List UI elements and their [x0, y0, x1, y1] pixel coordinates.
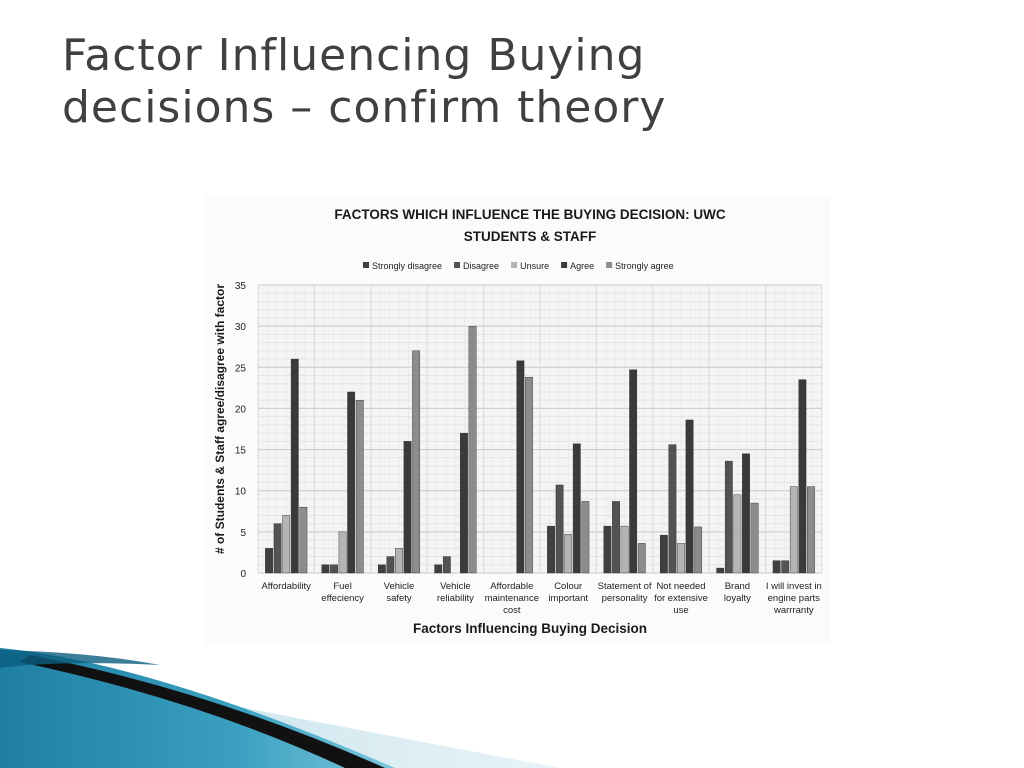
legend-swatch: [454, 262, 461, 268]
bar: [612, 501, 620, 574]
x-category-label: maintenance: [485, 593, 539, 604]
bar: [798, 379, 807, 574]
x-axis-title: Factors Influencing Buying Decision: [413, 621, 647, 636]
bar-chart: 0 5 10 15 20 25 30 35 Affordability Fueleffecienc…: [213, 207, 823, 636]
x-category-label: Brand: [725, 581, 750, 592]
bar: [338, 531, 347, 574]
bar: [525, 376, 533, 574]
x-category-label: Statement of: [598, 581, 652, 592]
x-category-label: for extensive: [654, 593, 708, 604]
chart-title: STUDENTS & STAFF: [464, 229, 597, 244]
legend-swatch: [363, 262, 369, 268]
bar: [265, 548, 273, 574]
bar: [677, 543, 685, 574]
bar: [564, 534, 573, 574]
legend-swatch: [561, 262, 568, 268]
bar: [620, 525, 629, 574]
x-category-label: Not needed: [656, 581, 705, 592]
bar: [403, 441, 412, 574]
x-category-label: engine parts: [768, 593, 821, 604]
bar: [659, 534, 668, 574]
y-tick-label: 30: [235, 322, 247, 333]
bar: [685, 419, 694, 574]
bar: [694, 526, 703, 574]
bar: [742, 453, 750, 574]
bar: [290, 358, 299, 574]
bar: [434, 564, 443, 574]
x-category-label: Vehicle: [440, 581, 471, 592]
bar: [395, 548, 403, 574]
bar: [637, 543, 646, 574]
bar: [516, 360, 525, 574]
bar: [321, 564, 330, 574]
legend-label: Strongly agree: [615, 261, 674, 271]
y-tick-label: 25: [235, 363, 247, 374]
bar: [581, 501, 590, 574]
bar: [442, 556, 451, 574]
y-tick-label: 10: [235, 487, 247, 498]
slide-title: Factor Influencing Buying decisions – co…: [62, 30, 667, 133]
x-category-label: Vehicle: [384, 581, 415, 592]
bar: [460, 432, 468, 574]
chart-panel: 0 5 10 15 20 25 30 35 Affordability Fuel effecienc…: [205, 195, 830, 645]
bar: [412, 350, 421, 574]
bar: [668, 444, 677, 574]
y-axis-title: # of Students & Staff agree/disagree wit…: [213, 284, 227, 554]
x-category-label: I will invest in: [766, 581, 822, 592]
legend-label: Strongly disagree: [372, 261, 442, 271]
bar: [273, 523, 282, 574]
x-category-label: reliability: [437, 593, 474, 604]
bar: [629, 369, 638, 574]
x-category-label: Affordability: [261, 581, 311, 592]
y-tick-label: 15: [235, 446, 247, 457]
x-category-label: personality: [602, 593, 648, 604]
bar: [750, 502, 759, 574]
legend-swatch: [511, 262, 518, 268]
legend-label: Unsure: [520, 261, 549, 271]
bar: [355, 399, 364, 574]
y-tick-label: 35: [235, 281, 247, 292]
bar: [347, 391, 356, 574]
bar: [603, 525, 612, 574]
bar: [572, 443, 581, 574]
bar: [282, 515, 291, 574]
legend-label: Agree: [570, 261, 594, 271]
legend-label: Disagree: [463, 261, 499, 271]
bar: [781, 560, 790, 574]
x-category-label: Fuel: [333, 581, 351, 592]
y-tick-label: 5: [240, 528, 246, 539]
legend-swatch: [606, 262, 613, 268]
bar: [377, 564, 386, 574]
x-category-label: cost: [503, 605, 521, 616]
bar: [733, 494, 742, 574]
x-category-label: warrranty: [773, 605, 814, 616]
bar: [547, 525, 555, 574]
x-category-label: use: [673, 605, 688, 616]
bar: [386, 556, 395, 574]
x-category-label: effeciency: [321, 593, 364, 604]
bar: [716, 567, 725, 574]
chart-title: FACTORS WHICH INFLUENCE THE BUYING DECIS…: [334, 207, 726, 222]
bar: [299, 506, 308, 574]
bar: [555, 484, 564, 574]
bar: [468, 325, 477, 574]
bar: [789, 486, 798, 574]
bar: [807, 486, 815, 574]
y-tick-label: 0: [240, 569, 246, 580]
x-category-label: Affordable: [490, 581, 533, 592]
x-category-label: safety: [386, 593, 412, 604]
bar: [724, 460, 733, 574]
x-category-label: important: [548, 593, 588, 604]
x-category-label: loyalty: [724, 593, 751, 604]
y-tick-label: 20: [235, 404, 247, 415]
x-category-label: Colour: [554, 581, 582, 592]
bar: [330, 564, 338, 574]
bar: [772, 560, 781, 574]
